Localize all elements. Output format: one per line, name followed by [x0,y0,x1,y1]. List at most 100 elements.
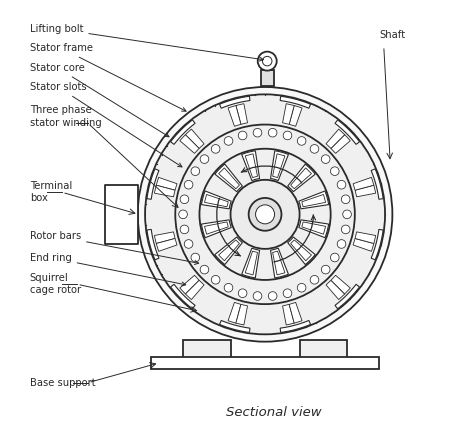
Circle shape [200,265,209,274]
Text: Rotor bars: Rotor bars [30,231,199,265]
Text: Stator slots: Stator slots [30,82,182,167]
Polygon shape [171,120,195,144]
Circle shape [297,137,306,145]
Text: cage rotor: cage rotor [30,285,81,295]
Polygon shape [331,275,350,294]
Circle shape [321,155,330,163]
Circle shape [321,265,330,274]
Text: Squirrel: Squirrel [30,273,69,283]
Text: Stator core: Stator core [30,63,169,137]
Text: End ring: End ring [30,252,186,286]
Circle shape [200,155,209,163]
Circle shape [297,284,306,292]
Polygon shape [242,151,260,181]
Text: Stator frame: Stator frame [30,43,186,111]
Circle shape [343,210,351,219]
Polygon shape [156,178,177,190]
Circle shape [330,253,339,262]
Circle shape [179,210,187,219]
Polygon shape [245,251,257,275]
Polygon shape [288,164,315,192]
Polygon shape [280,320,310,333]
Polygon shape [271,248,288,278]
Polygon shape [273,251,285,275]
Polygon shape [228,106,241,126]
Circle shape [341,225,350,234]
Circle shape [180,195,189,204]
Circle shape [184,181,193,189]
Polygon shape [326,129,345,149]
Polygon shape [228,302,241,323]
Polygon shape [371,229,383,260]
Polygon shape [155,185,175,197]
Circle shape [200,149,331,280]
Polygon shape [219,320,250,333]
Polygon shape [299,191,328,209]
Polygon shape [355,232,376,243]
Circle shape [184,239,193,248]
Polygon shape [245,154,257,178]
Polygon shape [326,280,345,300]
Circle shape [310,145,319,153]
Circle shape [268,292,277,301]
Polygon shape [289,302,302,323]
Polygon shape [147,169,159,199]
Polygon shape [271,151,288,181]
Circle shape [238,131,247,140]
Polygon shape [201,191,231,209]
Circle shape [249,198,282,231]
Circle shape [191,253,200,262]
Polygon shape [283,304,294,325]
Polygon shape [242,248,260,278]
Polygon shape [180,275,199,294]
Polygon shape [300,339,347,365]
Circle shape [330,167,339,175]
Text: Lifting bolt: Lifting bolt [30,24,264,61]
Polygon shape [219,96,250,108]
Polygon shape [289,106,302,126]
Text: Shaft: Shaft [379,30,406,40]
Text: stator winding: stator winding [30,118,101,128]
Polygon shape [291,240,311,261]
Polygon shape [299,220,328,238]
Bar [151,357,379,369]
Text: Sectional view: Sectional view [226,407,321,420]
Polygon shape [335,120,359,144]
Polygon shape [183,339,230,365]
Polygon shape [371,169,383,199]
Polygon shape [147,229,159,260]
Polygon shape [331,135,350,153]
Polygon shape [353,239,374,251]
Circle shape [283,131,292,140]
Polygon shape [215,237,242,265]
Polygon shape [291,168,311,189]
Circle shape [230,180,300,249]
Polygon shape [156,239,177,251]
Text: box: box [30,194,48,204]
Polygon shape [219,168,239,189]
Polygon shape [201,220,231,238]
Polygon shape [302,194,326,207]
Circle shape [263,56,272,66]
Circle shape [337,239,346,248]
Polygon shape [155,232,175,243]
Circle shape [253,128,262,137]
Polygon shape [288,237,315,265]
Circle shape [138,87,392,342]
Polygon shape [185,280,204,300]
Circle shape [255,205,274,224]
Polygon shape [283,103,294,124]
Polygon shape [353,178,374,190]
Circle shape [268,128,277,137]
Circle shape [191,167,200,175]
Bar [261,70,273,86]
Text: Terminal: Terminal [30,181,72,191]
Circle shape [341,195,350,204]
Circle shape [238,289,247,297]
Circle shape [211,275,220,284]
Circle shape [253,292,262,301]
Polygon shape [180,135,199,153]
Polygon shape [204,222,228,234]
Circle shape [180,225,189,234]
Polygon shape [302,222,326,234]
